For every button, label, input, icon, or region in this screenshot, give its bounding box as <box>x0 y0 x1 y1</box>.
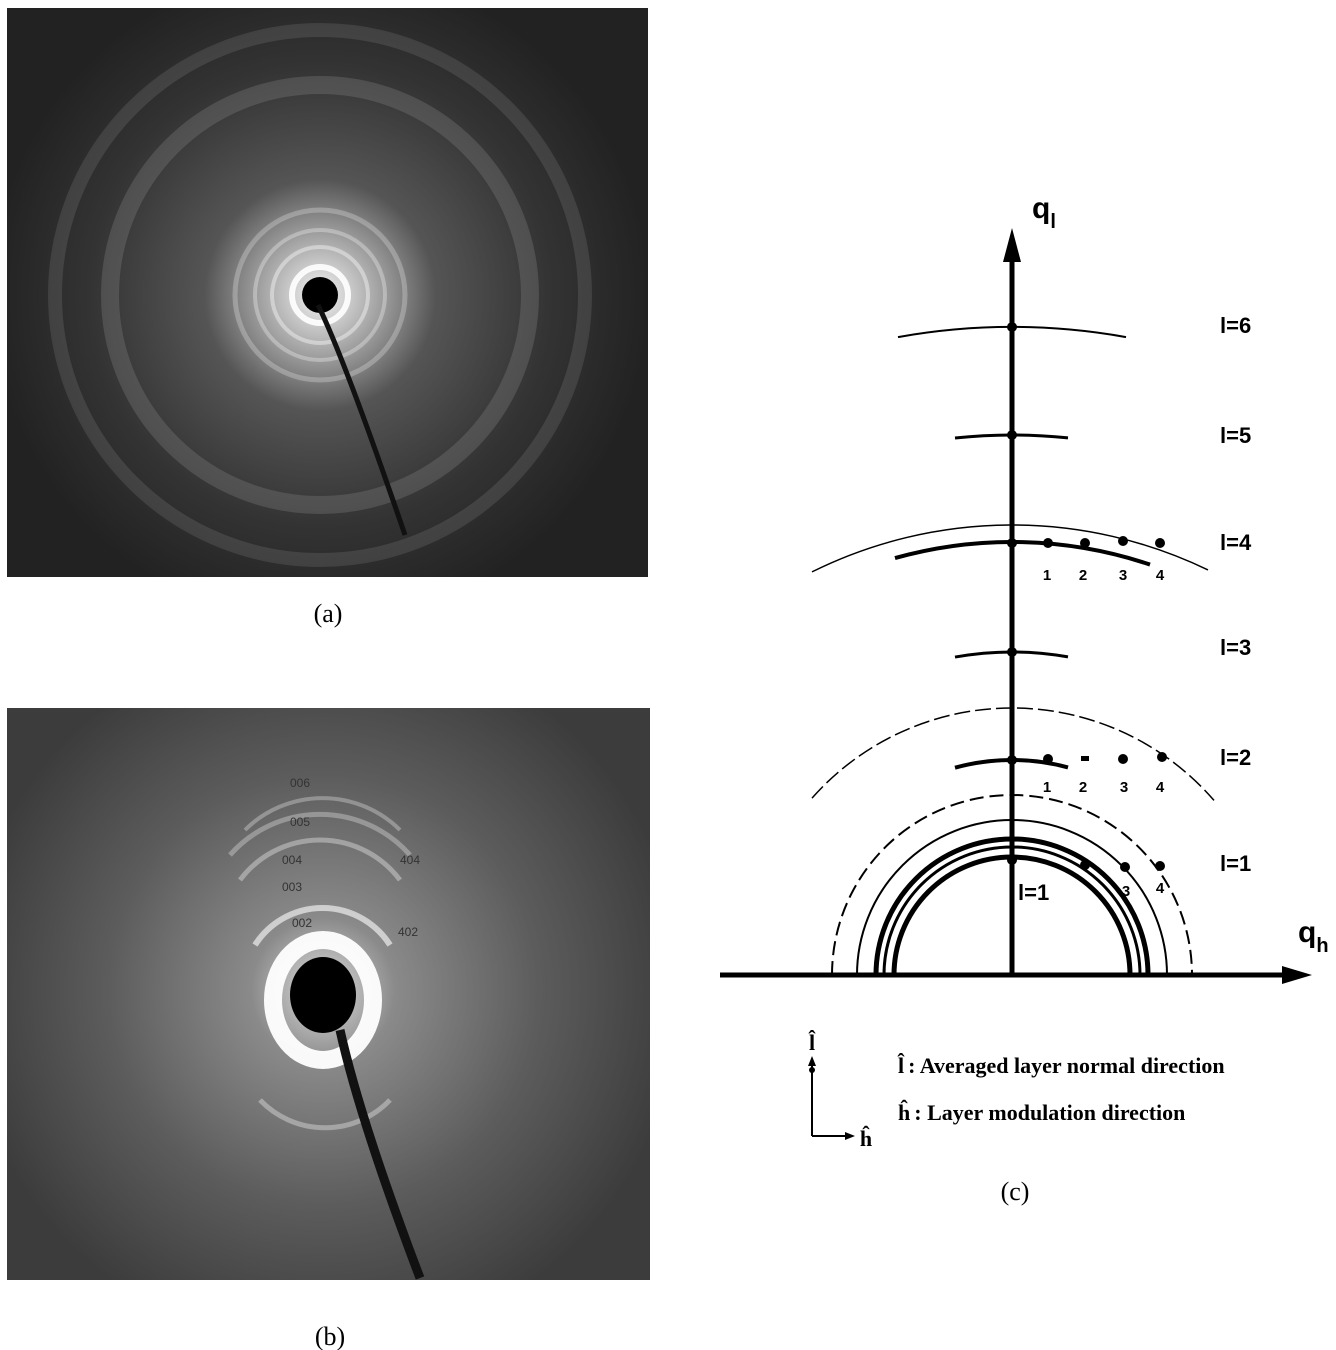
layer-label: l=4 <box>1220 530 1252 555</box>
diagram-shape <box>1120 862 1130 872</box>
axis-symbol: q <box>1298 916 1316 949</box>
panel-label: (b) <box>315 1322 345 1350</box>
panel-label: (a) <box>314 599 343 628</box>
layer-labels: l=6 l=5 l=4 l=3 l=2 l=1 l=1 <box>1018 313 1252 905</box>
layer-label: l=3 <box>1220 635 1251 660</box>
annotation: 402 <box>398 925 418 939</box>
index-label: 3 <box>1119 567 1127 584</box>
index-label: 1 <box>1043 567 1051 584</box>
index-label: 3 <box>1120 779 1128 796</box>
legend-symbol: ĥ <box>898 1100 910 1125</box>
legend-entry: ĥ: Layer modulation direction <box>898 1100 1185 1125</box>
legend-text: : Averaged layer normal direction <box>908 1053 1225 1078</box>
layer-label: l=1 <box>1018 880 1049 905</box>
annotation: 002 <box>292 916 312 930</box>
annotation: 004 <box>282 853 302 867</box>
diagram-shape <box>1157 752 1167 762</box>
index-label: 3 <box>1122 883 1130 900</box>
index-label: 4 <box>1156 779 1165 796</box>
layer-label: l=2 <box>1220 745 1251 770</box>
index-label: 2 <box>1079 779 1087 796</box>
annotation: 005 <box>290 815 310 829</box>
legend-entry: l̂: Averaged layer normal direction <box>897 1053 1225 1078</box>
index-label: 4 <box>1156 567 1165 584</box>
diffraction-annotations: 006 005 004 003 002 404 402 <box>282 776 420 939</box>
axis-subscript: l <box>1050 211 1056 233</box>
panel-a-image <box>7 8 648 577</box>
legend-arrow-label: ĥ <box>860 1126 872 1151</box>
panel-label: (c) <box>1001 1177 1030 1206</box>
layer-label: l=5 <box>1220 423 1251 448</box>
axis-label: ql <box>1032 192 1056 233</box>
index-label: 1 <box>1043 779 1051 796</box>
diagram-shape <box>1080 860 1090 870</box>
panel-b-image <box>7 708 650 1280</box>
index-label: 4 <box>1156 880 1165 897</box>
annotation: 404 <box>400 853 420 867</box>
layer-label: l=1 <box>1220 851 1251 876</box>
diagram-shape <box>1118 536 1128 546</box>
annotation: 003 <box>282 880 302 894</box>
diagram-shape <box>1118 754 1128 764</box>
diagram-shape <box>1081 756 1089 761</box>
axes <box>720 228 1312 984</box>
layer-label: l=6 <box>1220 313 1251 338</box>
index-label: 2 <box>1079 567 1087 584</box>
diagram-shape <box>894 540 1151 567</box>
legend-text: : Layer modulation direction <box>914 1100 1185 1125</box>
legend: l̂ ĥ l̂: Averaged layer normal direction… <box>808 1030 1225 1151</box>
diagram-shape <box>1080 538 1090 548</box>
axis-subscript: h <box>1316 935 1328 957</box>
diagram-shape <box>1155 861 1165 871</box>
diagram-shape <box>1155 538 1165 548</box>
annotation: 006 <box>290 776 310 790</box>
legend-symbol: l̂ <box>897 1053 905 1078</box>
axis-symbol: q <box>1032 192 1050 225</box>
diagram-shape <box>1043 538 1053 548</box>
legend-arrow-label: l̂ <box>808 1030 816 1055</box>
axis-label: qh <box>1298 916 1329 957</box>
index-labels: 1 2 3 4 1 2 3 4 3 4 <box>1043 567 1165 900</box>
diagram-shape <box>1043 754 1053 764</box>
